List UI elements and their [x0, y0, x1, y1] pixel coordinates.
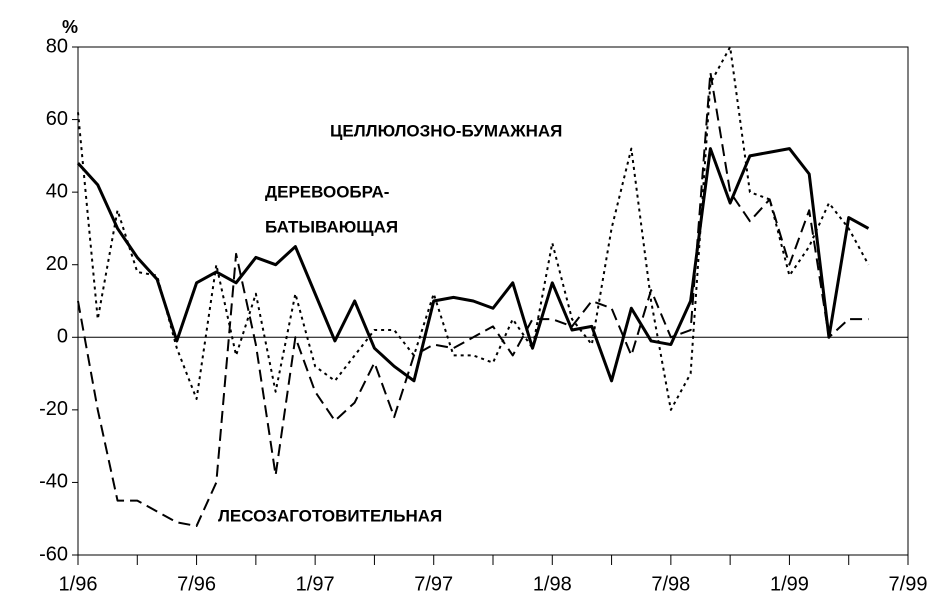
y-tick-label: 40	[46, 180, 68, 202]
series-line	[76, 147, 870, 383]
y-tick-label: 0	[57, 326, 68, 348]
line-label: ЛЕСОЗАГОТОВИТЕЛЬНАЯ	[218, 506, 442, 525]
x-tick-label: 1/96	[59, 573, 98, 595]
x-tick-label: 7/97	[414, 573, 453, 595]
y-tick-label: -60	[39, 543, 68, 565]
x-tick-label: 7/96	[177, 573, 216, 595]
series-line	[77, 46, 870, 411]
x-tick-label: 1/99	[770, 573, 809, 595]
line-label: ЦЕЛЛЮЛОЗНО-БУМАЖНАЯ	[330, 121, 562, 140]
series-line	[77, 71, 869, 527]
line-label: БАТЫВАЮЩАЯ	[265, 217, 398, 236]
x-tick-label: 7/99	[889, 573, 928, 595]
y-tick-label: 80	[46, 35, 68, 57]
y-axis-label: %	[62, 17, 78, 37]
x-tick-label: 1/98	[533, 573, 572, 595]
x-tick-label: 1/97	[296, 573, 335, 595]
x-tick-label: 7/98	[651, 573, 690, 595]
line-label: ДЕРЕВООБРА-	[265, 182, 389, 201]
y-tick-label: 60	[46, 108, 68, 130]
y-tick-label: -20	[39, 398, 68, 420]
y-tick-label: -40	[39, 471, 68, 493]
y-tick-label: 20	[46, 253, 68, 275]
